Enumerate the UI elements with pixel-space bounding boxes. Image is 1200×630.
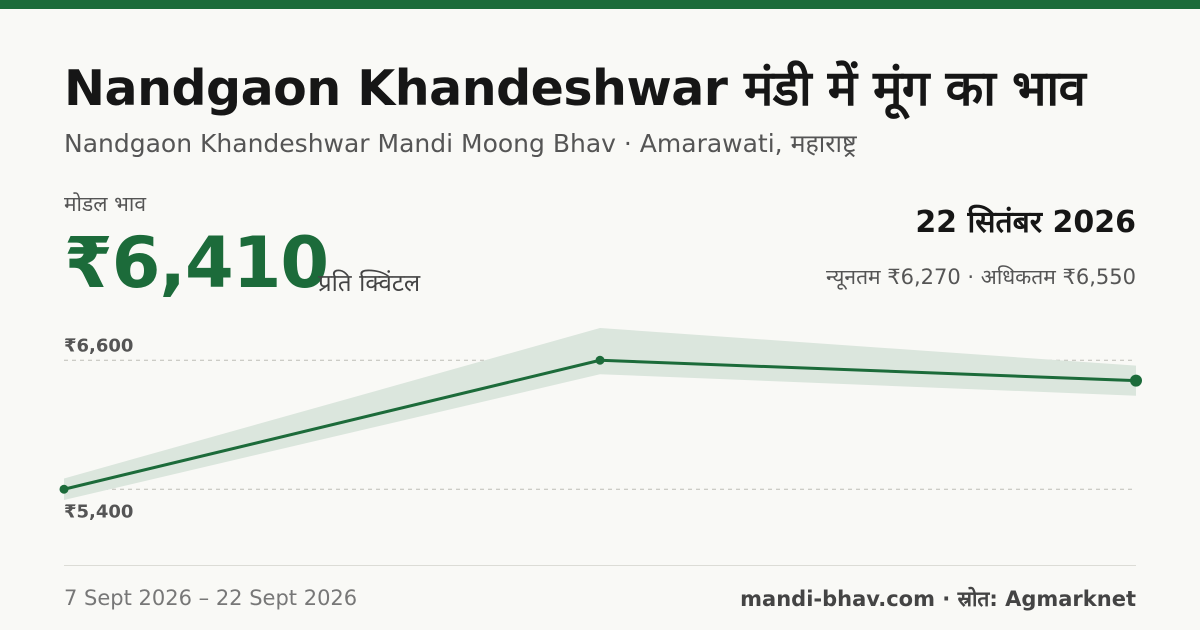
modal-price-label: मोडल भाव: [64, 192, 147, 216]
modal-price-value: ₹6,410: [64, 222, 329, 304]
data-point: [595, 355, 605, 365]
page-title: Nandgaon Khandeshwar मंडी में मूंग का भा…: [64, 60, 1086, 117]
points-layer: [59, 355, 1142, 494]
data-point: [59, 484, 69, 494]
data-point: [1130, 374, 1142, 387]
y-tick-label: ₹6,600: [64, 335, 133, 356]
footer-divider: [64, 565, 1136, 566]
page-subtitle: Nandgaon Khandeshwar Mandi Moong Bhav · …: [64, 129, 857, 158]
min-max-price: न्यूनतम ₹6,270 · अधिकतम ₹6,550: [826, 265, 1136, 289]
price-range-band: [64, 328, 1136, 500]
date-range: 7 Sept 2026 – 22 Sept 2026: [64, 586, 358, 610]
y-tick-label: ₹5,400: [64, 501, 133, 522]
source-credit: mandi-bhav.com · स्रोत: Agmarknet: [740, 587, 1136, 611]
latest-date: 22 सितंबर 2026: [915, 205, 1136, 240]
top-accent-bar: [0, 0, 1200, 9]
price-unit: प्रति क्विंटल: [318, 269, 421, 297]
